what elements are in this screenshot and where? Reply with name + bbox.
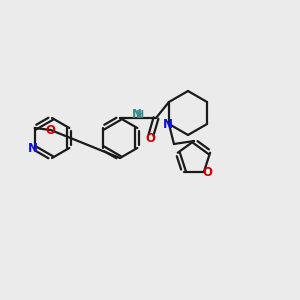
Text: O: O bbox=[202, 166, 212, 179]
Text: O: O bbox=[46, 124, 56, 136]
Text: N: N bbox=[28, 142, 38, 155]
Text: O: O bbox=[145, 133, 155, 146]
Text: N: N bbox=[163, 118, 173, 130]
Text: H: H bbox=[135, 110, 143, 120]
Text: N: N bbox=[132, 109, 142, 122]
